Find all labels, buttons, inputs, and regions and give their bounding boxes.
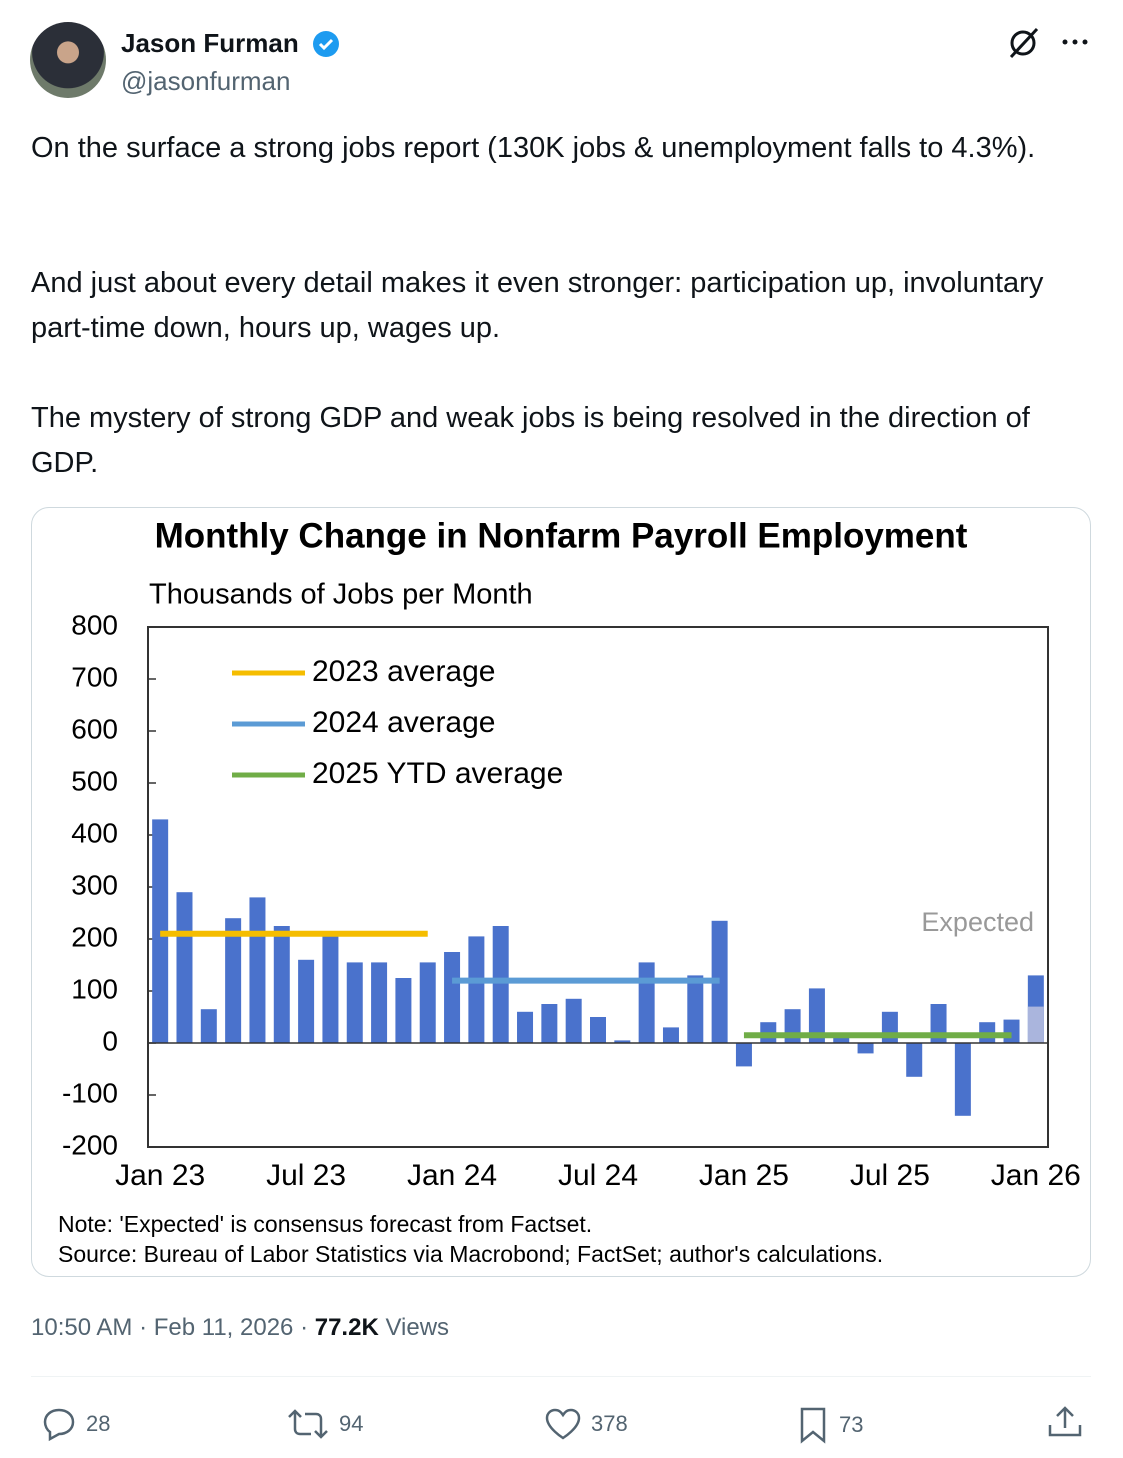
chart: Monthly Change in Nonfarm Payroll Employ… [58, 516, 1081, 1267]
bar [468, 936, 485, 1043]
tweet-text: On the surface a strong jobs report (130… [31, 132, 1036, 164]
y-tick-label: 500 [71, 765, 118, 796]
bar [590, 1017, 606, 1043]
bar [565, 998, 582, 1043]
bar [833, 1035, 850, 1043]
repost-button[interactable]: 94 [285, 1405, 363, 1443]
bar [322, 931, 339, 1043]
tweet-text: The mystery of strong GDP and weak jobs … [31, 402, 1030, 479]
tweet-text: And just about every detail makes it eve… [31, 267, 1044, 344]
y-tick-label: 600 [71, 713, 118, 744]
bar [249, 897, 266, 1043]
y-tick-label: 400 [71, 817, 118, 848]
share-icon[interactable] [1045, 1403, 1085, 1441]
bar [906, 1043, 923, 1077]
y-tick-label: 200 [71, 921, 118, 952]
y-tick-label: 0 [102, 1025, 118, 1056]
bar [419, 962, 436, 1043]
bar [638, 962, 655, 1043]
chart-title: Monthly Change in Nonfarm Payroll Employ… [155, 516, 968, 555]
legend-label: 2024 average [312, 706, 496, 739]
chart-note: Source: Bureau of Labor Statistics via M… [58, 1241, 883, 1267]
bar [1003, 1019, 1020, 1043]
bar [176, 892, 193, 1043]
y-tick-label: -200 [62, 1129, 118, 1160]
expected-bar [1027, 1006, 1044, 1043]
author-handle[interactable]: @jasonfurman [121, 66, 291, 96]
x-tick-label: Jan 25 [699, 1159, 789, 1192]
time: 10:50 AM · Feb 11, 2026 · [31, 1314, 315, 1341]
x-tick-label: Jan 24 [407, 1159, 497, 1192]
bar [857, 1043, 874, 1054]
bar [662, 1027, 679, 1043]
bar [541, 1004, 558, 1043]
y-tick-label: -100 [62, 1077, 118, 1108]
bar [444, 952, 461, 1043]
y-tick-label: 300 [71, 869, 118, 900]
bar [881, 1011, 898, 1043]
like-button[interactable]: 378 [543, 1405, 628, 1443]
reply-icon [43, 1408, 75, 1442]
views: 77.2K [314, 1314, 379, 1341]
bookmark-button[interactable]: 73 [797, 1405, 863, 1445]
bar [200, 1009, 217, 1043]
x-tick-label: Jul 23 [266, 1159, 346, 1192]
views-label: Views [378, 1314, 450, 1341]
x-tick-label: Jul 25 [850, 1159, 930, 1192]
bar [517, 1011, 534, 1043]
bar [225, 918, 242, 1043]
chart-subtitle: Thousands of Jobs per Month [149, 579, 533, 611]
y-tick-label: 700 [71, 661, 118, 692]
bar [687, 975, 704, 1043]
reply-count: 28 [86, 1411, 111, 1436]
x-tick-label: Jan 23 [115, 1159, 205, 1192]
x-tick-label: Jul 24 [558, 1159, 638, 1192]
bar [735, 1043, 752, 1067]
bookmark-count: 73 [839, 1412, 864, 1437]
header-icons[interactable] [1005, 25, 1105, 61]
bookmark-icon [800, 1407, 826, 1444]
timestamp: 10:50 AM · Feb 11, 2026 · 77.2K Views [31, 1314, 449, 1342]
media-frame[interactable]: Monthly Change in Nonfarm Payroll Employ… [31, 507, 1091, 1277]
repost-icon [288, 1409, 328, 1439]
legend-label: 2025 YTD average [312, 757, 563, 790]
plot-area [147, 626, 1049, 1148]
chart-note: Note: 'Expected' is consensus forecast f… [58, 1211, 592, 1237]
y-tick-label: 100 [71, 973, 118, 1004]
annotation: Expected [921, 907, 1034, 937]
reply-button[interactable]: 28 [40, 1405, 110, 1443]
bar [273, 926, 290, 1043]
author-name[interactable]: Jason Furman [121, 28, 299, 58]
like-count: 378 [591, 1411, 628, 1436]
bar [346, 962, 363, 1043]
bar [614, 1040, 631, 1043]
bar [395, 978, 412, 1043]
x-tick-label: Jan 26 [991, 1159, 1081, 1192]
bar [371, 962, 388, 1043]
repost-count: 94 [339, 1411, 364, 1436]
y-tick-label: 800 [71, 609, 118, 640]
legend-label: 2023 average [312, 655, 496, 688]
like-icon [545, 1408, 581, 1440]
bar [954, 1043, 971, 1116]
bar [298, 959, 315, 1043]
bar [808, 988, 825, 1043]
divider [31, 1376, 1091, 1377]
verified-badge [313, 31, 339, 57]
avatar[interactable] [30, 22, 106, 98]
bar [492, 926, 509, 1043]
